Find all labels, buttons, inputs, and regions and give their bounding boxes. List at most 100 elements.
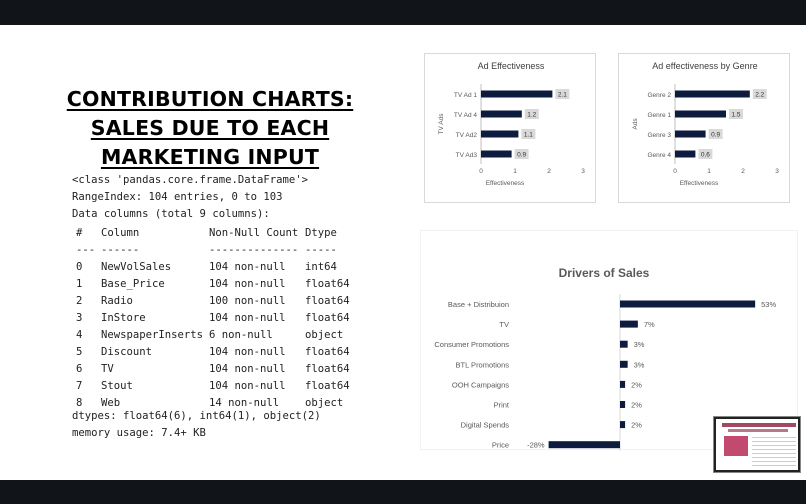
ad-effectiveness-chart: Ad Effectiveness TV Ad 1 2.1 TV Ad 4 1.2 TV A… <box>424 53 596 203</box>
info-memory-line: memory usage: 7.4+ KB <box>72 427 206 439</box>
x-tick-label: 0 <box>673 168 677 175</box>
data-label-bg <box>521 129 536 139</box>
table-row: 6 TV 104 non-null float64 <box>72 360 365 377</box>
y-axis-label: TV Ads <box>438 113 445 135</box>
data-label: 2% <box>631 401 642 410</box>
slide-thumbnail[interactable] <box>714 417 800 472</box>
bar <box>675 110 726 118</box>
category-label: Genre 4 <box>648 152 672 159</box>
info-separator-row: --- ------ -------------- ----- <box>72 241 365 258</box>
header-column: Column <box>101 226 140 239</box>
row-dtype: float64 <box>305 311 350 324</box>
bar <box>620 401 626 408</box>
bar <box>620 360 628 368</box>
separator-count: -------------- <box>209 243 299 256</box>
row-index: 5 <box>76 345 83 358</box>
row-index: 4 <box>76 328 83 341</box>
bar <box>620 340 628 348</box>
data-label: 3% <box>634 340 645 349</box>
header-index: # <box>76 226 83 239</box>
row-column: InStore <box>101 311 146 324</box>
row-count: 100 non-null <box>209 294 286 307</box>
table-row: 2 Radio 100 non-null float64 <box>72 292 365 309</box>
row-column: Stout <box>101 379 133 392</box>
drivers-of-sales-svg: Drivers of Sales Base + Distribuion 53% TV 7… <box>434 266 776 451</box>
info-range-line: RangeIndex: 104 entries, 0 to 103 <box>72 191 283 203</box>
category-label: TV Ad2 <box>456 132 478 139</box>
data-label-bg <box>698 149 713 159</box>
bar <box>675 90 750 98</box>
row-count: 104 non-null <box>209 277 286 290</box>
x-tick-label: 1 <box>707 168 711 175</box>
table-row: 7 Stout 104 non-null float64 <box>72 377 365 394</box>
data-label: 7% <box>644 320 655 329</box>
bar <box>675 130 706 138</box>
row-column: NewspaperInserts <box>101 328 204 341</box>
bar <box>481 150 512 158</box>
data-label: 0.6 <box>701 152 710 159</box>
data-label: 0.9 <box>711 132 720 139</box>
chart-title: Ad effectiveness by Genre <box>652 61 757 71</box>
row-count: 104 non-null <box>209 311 286 324</box>
x-tick-label: 3 <box>775 168 779 175</box>
data-label: 0.9 <box>517 152 526 159</box>
dataframe-info-table: # Column Non-Null Count Dtype --- ------… <box>72 224 365 411</box>
category-label: TV Ad 1 <box>454 92 478 99</box>
table-row: 3 InStore 104 non-null float64 <box>72 309 365 326</box>
bar <box>620 421 626 429</box>
table-row: 4 NewspaperInserts 6 non-null object <box>72 326 365 343</box>
data-label: 2% <box>631 380 642 389</box>
info-class-line: <class 'pandas.core.frame.DataFrame'> <box>72 174 308 186</box>
row-column: NewVolSales <box>101 260 172 273</box>
category-label: BTL Promotions <box>456 360 510 369</box>
ad-effectiveness-svg: Ad Effectiveness TV Ad 1 2.1 TV Ad 4 1.2 TV A… <box>438 61 585 187</box>
row-index: 2 <box>76 294 83 307</box>
category-label: TV Ad 4 <box>454 112 478 119</box>
bar <box>548 441 620 449</box>
row-dtype: object <box>305 396 344 409</box>
data-label: 53% <box>761 300 776 309</box>
category-label: Consumer Promotions <box>434 340 509 349</box>
data-label-bg <box>524 109 539 119</box>
data-label-bg <box>514 149 529 159</box>
row-index: 0 <box>76 260 83 273</box>
row-index: 3 <box>76 311 83 324</box>
data-label: 3% <box>634 360 645 369</box>
category-label: Genre 3 <box>648 132 672 139</box>
data-label-bg <box>708 129 723 139</box>
bar <box>620 320 638 328</box>
category-label: Genre 2 <box>648 92 672 99</box>
header-count: Non-Null Count <box>209 226 299 239</box>
bar <box>675 150 696 158</box>
slide-title-line-2: SALES DUE TO EACH <box>90 116 330 140</box>
separator-dtype: ----- <box>305 243 337 256</box>
chart-title: Drivers of Sales <box>559 266 650 280</box>
category-label: Print <box>494 401 510 410</box>
bar <box>481 90 553 98</box>
row-index: 1 <box>76 277 83 290</box>
data-label: 1.5 <box>731 112 740 119</box>
row-count: 104 non-null <box>209 260 286 273</box>
genre-effectiveness-chart: Ad effectiveness by Genre Genre 2 2.2 Genre… <box>618 53 790 203</box>
category-label: Genre 1 <box>648 112 672 119</box>
row-index: 7 <box>76 379 83 392</box>
row-index: 6 <box>76 362 83 375</box>
chart-title: Ad Effectiveness <box>478 61 545 71</box>
x-tick-label: 3 <box>581 168 585 175</box>
data-label: 2.2 <box>755 92 764 99</box>
row-index: 8 <box>76 396 83 409</box>
row-dtype: float64 <box>305 294 350 307</box>
thumbnail-title-bar <box>722 423 796 427</box>
row-count: 104 non-null <box>209 379 286 392</box>
x-tick-label: 2 <box>547 168 551 175</box>
separator-column: ------ <box>101 243 140 256</box>
x-axis-label: Effectiveness <box>680 180 719 187</box>
genre-effectiveness-svg: Ad effectiveness by Genre Genre 2 2.2 Genre… <box>632 61 779 187</box>
table-row: 1 Base_Price 104 non-null float64 <box>72 275 365 292</box>
category-label: Price <box>492 441 509 450</box>
row-dtype: float64 <box>305 277 350 290</box>
separator-index: --- <box>76 243 96 256</box>
x-tick-label: 2 <box>741 168 745 175</box>
row-count: 14 non-null <box>209 396 280 409</box>
row-dtype: float64 <box>305 345 350 358</box>
